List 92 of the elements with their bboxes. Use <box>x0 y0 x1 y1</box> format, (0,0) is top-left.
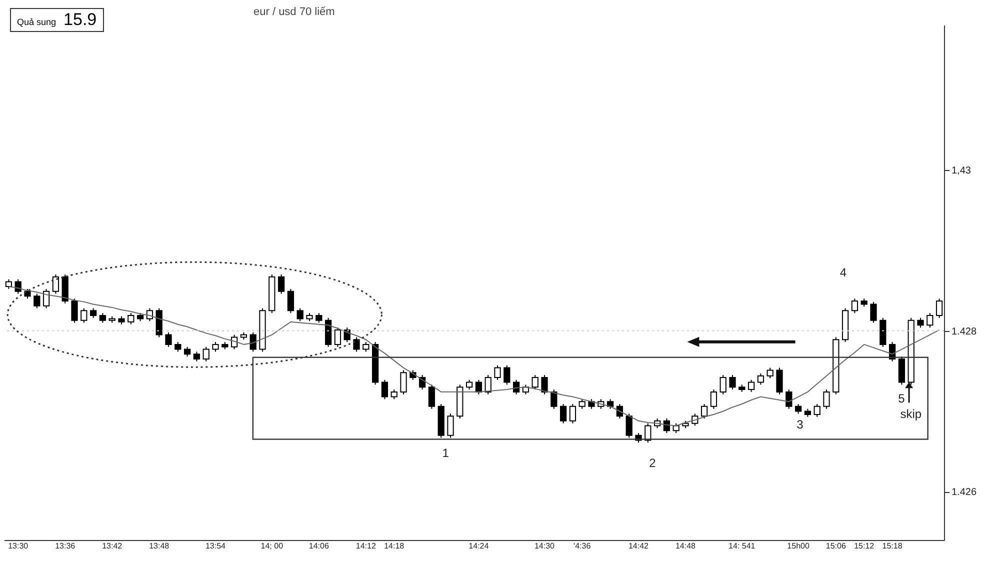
candlestick <box>42 288 50 309</box>
candlestick <box>504 364 510 386</box>
candlestick <box>165 332 172 348</box>
candlestick <box>814 404 820 418</box>
candlestick <box>560 404 567 424</box>
candlestick <box>212 342 219 352</box>
candlestick <box>484 374 492 395</box>
candlestick <box>786 389 792 410</box>
candlestick <box>390 389 398 400</box>
annotation: 2 <box>649 456 656 470</box>
annotation: 4 <box>840 266 847 280</box>
candlestick <box>5 278 12 290</box>
candlestick <box>588 398 595 410</box>
y-tick-label: 1.426 <box>952 487 977 498</box>
x-tick-label: '4:36 <box>574 542 592 550</box>
candlestick <box>428 384 436 410</box>
candlestick <box>823 389 830 410</box>
candlestick <box>606 398 614 410</box>
x-tick-label: 14:48 <box>675 542 696 550</box>
candlestick <box>494 364 501 380</box>
candlestick <box>193 351 200 362</box>
x-tick-label: 14: 541 <box>728 542 756 550</box>
candlestick <box>296 308 304 322</box>
x-tick-label: 14:12 <box>356 542 376 550</box>
candlestick <box>794 404 802 414</box>
candlestick <box>316 312 322 324</box>
x-tick-label: 15h00 <box>787 542 810 550</box>
candlestick <box>80 308 88 324</box>
candlestick <box>550 389 558 410</box>
candlestick <box>729 374 736 390</box>
candlestick <box>90 308 97 318</box>
candlestick <box>466 379 473 390</box>
candlestick <box>541 374 548 395</box>
x-tick-label: 14; 00 <box>260 542 284 550</box>
candlestick <box>720 374 726 395</box>
candlestick <box>400 370 407 395</box>
x-tick-label: 14:06 <box>308 542 330 550</box>
chart-title: eur / usd 70 liếm <box>254 6 335 18</box>
x-tick-label: 13:42 <box>102 542 123 550</box>
x-tick-label: 13:30 <box>8 542 29 550</box>
candlestick <box>184 346 191 358</box>
candlestick <box>748 379 755 392</box>
candlestick <box>776 367 783 395</box>
candlestick <box>898 356 906 386</box>
candlestick <box>287 288 294 314</box>
candlestick <box>278 274 285 294</box>
candlestick <box>766 367 774 379</box>
candlestick <box>757 372 764 386</box>
candlestick <box>700 404 708 419</box>
candlestick <box>334 327 342 348</box>
annotation: skip <box>900 407 922 422</box>
x-tick-label: 15:18 <box>882 542 903 550</box>
annotation: 3 <box>796 417 804 432</box>
x-tick-label: 15:12 <box>854 542 875 550</box>
candlestick <box>99 312 106 324</box>
candlestick <box>174 342 182 352</box>
candlestick <box>128 312 134 325</box>
x-tick-label: 13:48 <box>149 542 170 550</box>
candlestick <box>936 298 943 318</box>
candlestick <box>381 379 388 400</box>
candlestick <box>710 389 718 410</box>
candlestick <box>230 334 238 350</box>
annotation: 1 <box>442 446 450 460</box>
x-tick-label: 14:18 <box>384 542 405 550</box>
candlestick <box>353 336 360 352</box>
candlestick <box>250 332 256 352</box>
annotation: 5 <box>898 392 906 406</box>
candlestick <box>447 413 454 438</box>
x-tick-label: 14:42 <box>628 542 650 550</box>
candlestick <box>52 274 60 294</box>
candlestick <box>34 293 40 309</box>
candlestick <box>917 317 924 328</box>
x-tick-label: 13:36 <box>55 542 76 550</box>
x-tick-label: 13:54 <box>205 542 226 550</box>
candlestick <box>362 342 370 352</box>
x-tick-label: 15:06 <box>826 542 846 550</box>
y-tick-label: 1.428 <box>952 326 977 338</box>
candlestick <box>24 288 31 300</box>
candlestick <box>202 346 210 362</box>
x-tick-label: 14:24 <box>468 542 490 550</box>
candlestick <box>569 404 576 424</box>
candlestick <box>578 398 586 410</box>
candlestick <box>532 374 538 390</box>
candlestick <box>851 298 858 314</box>
candlestick <box>14 278 22 294</box>
x-tick-label: 14:30 <box>534 542 556 550</box>
annotation: Quả sung 15.9 <box>10 8 104 32</box>
candlestick <box>71 298 78 324</box>
candlestick <box>926 312 934 328</box>
candlestick <box>626 413 632 438</box>
y-tick-label: 1,43 <box>952 165 972 176</box>
candlestick <box>870 301 877 324</box>
